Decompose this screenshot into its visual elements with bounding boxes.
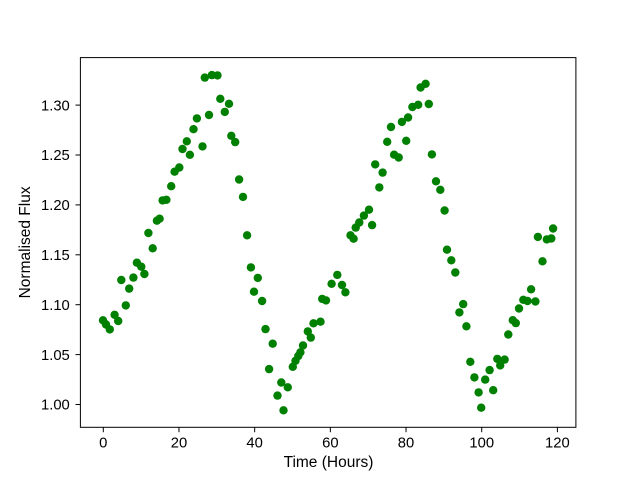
svg-text:1.05: 1.05: [41, 348, 70, 364]
svg-text:0: 0: [99, 436, 107, 452]
svg-text:1.00: 1.00: [41, 398, 70, 414]
svg-text:Normalised Flux: Normalised Flux: [17, 186, 34, 298]
svg-text:1.20: 1.20: [41, 198, 70, 214]
svg-text:20: 20: [171, 436, 187, 452]
svg-text:Time (Hours): Time (Hours): [284, 454, 374, 471]
svg-text:1.10: 1.10: [41, 298, 70, 314]
svg-text:100: 100: [469, 436, 494, 452]
svg-text:1.15: 1.15: [41, 248, 70, 264]
svg-text:80: 80: [398, 436, 414, 452]
svg-text:120: 120: [545, 436, 570, 452]
svg-text:1.30: 1.30: [41, 98, 70, 114]
svg-text:1.25: 1.25: [41, 148, 70, 164]
svg-text:40: 40: [246, 436, 262, 452]
svg-text:60: 60: [322, 436, 338, 452]
